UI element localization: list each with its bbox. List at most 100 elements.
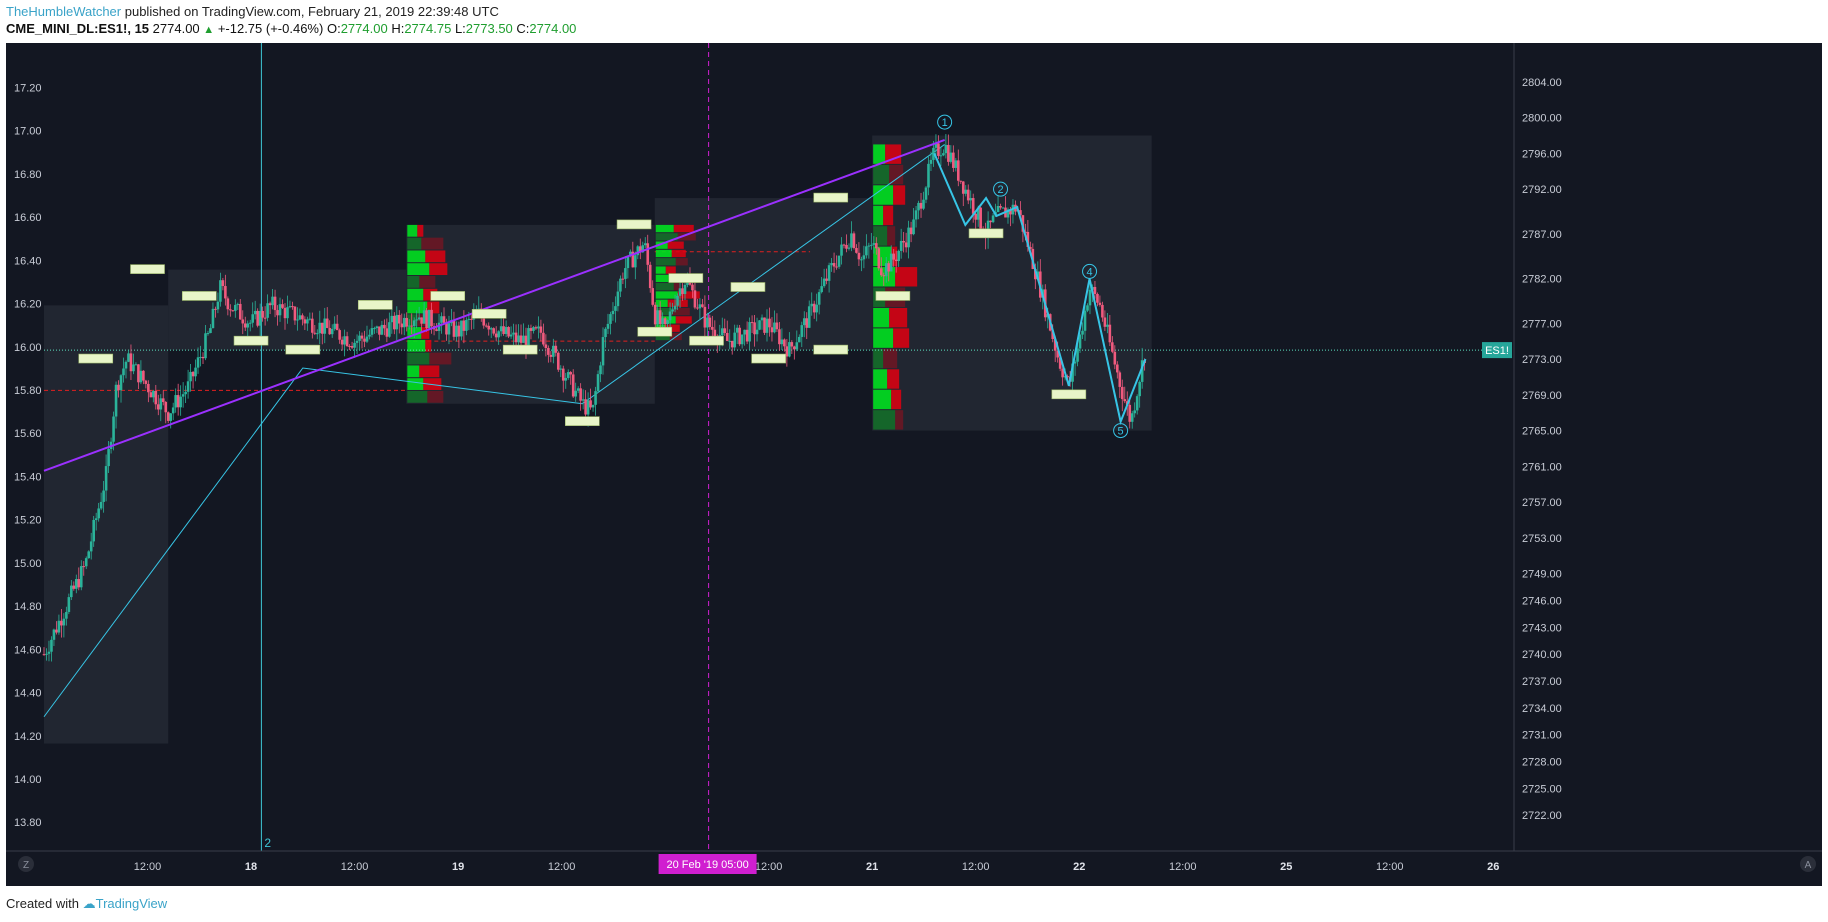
candle-body (77, 579, 81, 588)
swing-label-box (668, 273, 704, 283)
high-value: 2774.75 (404, 21, 452, 36)
price-chart[interactable]: 2245117.2017.0016.8016.6016.4016.2016.00… (6, 43, 1822, 886)
candle-body (226, 298, 230, 310)
swing-label-box (285, 344, 321, 355)
candle-body (251, 314, 254, 323)
up-triangle-icon: ▲ (203, 24, 215, 36)
candle-body (455, 325, 458, 337)
candle-body (537, 326, 540, 329)
candle-body (696, 307, 699, 309)
left-axis-tick: 16.40 (14, 255, 42, 267)
candle-body (753, 322, 756, 335)
candle-body (942, 153, 945, 156)
candle-body (330, 328, 334, 335)
candle-body (442, 316, 446, 323)
candle-body (137, 364, 140, 383)
tradingview-brand[interactable]: TradingView (95, 896, 168, 911)
candle-body (663, 318, 667, 325)
candle-body (976, 207, 980, 220)
left-axis-tick: 16.00 (14, 342, 42, 354)
open-value: 2774.00 (340, 21, 388, 36)
profile-buy-bar (873, 348, 884, 369)
candle-body (1111, 342, 1114, 352)
candle-body (850, 233, 853, 248)
candle-body (706, 317, 709, 328)
left-axis-tick: 14.80 (14, 601, 42, 613)
author-link[interactable]: TheHumbleWatcher (6, 4, 122, 19)
candle-body (238, 303, 242, 320)
right-axis-tick: 2731.00 (1522, 730, 1562, 742)
candle-body (658, 310, 662, 325)
swing-label-box (689, 335, 724, 346)
candle-body (328, 327, 332, 335)
candle-body (626, 255, 630, 269)
swing-label-box (565, 416, 600, 426)
profile-sell-bar (675, 258, 688, 266)
candle-body (358, 335, 361, 341)
profile-sell-bar (889, 307, 908, 328)
candle-body (601, 337, 605, 366)
price-change: +-12.75 (+-0.46%) (217, 21, 324, 36)
candle-body (114, 384, 118, 417)
candle-body (939, 155, 943, 157)
candle-body (169, 413, 173, 421)
right-axis-tick: 2725.00 (1522, 783, 1562, 795)
candle-body (733, 332, 736, 348)
candle-body (566, 372, 570, 378)
candle-body (815, 304, 818, 313)
candle-body (390, 315, 394, 323)
candle-body (703, 306, 707, 328)
session-marker-tag (658, 854, 757, 874)
x-axis-tick: 12:00 (548, 861, 576, 873)
candle-body (589, 400, 592, 408)
footer-credit: Created with ☁TradingView (6, 896, 167, 912)
profile-sell-bar (889, 164, 904, 185)
profile-sell-bar (677, 233, 696, 241)
candle-body (445, 322, 448, 335)
candle-body (559, 368, 563, 370)
zoom-left-button[interactable] (18, 856, 34, 872)
candle-body (643, 243, 647, 246)
swing-label-box (130, 264, 165, 274)
candle-body (564, 377, 568, 381)
candle-body (964, 189, 968, 194)
candle-body (1071, 363, 1074, 382)
auto-scale-label: A (1805, 860, 1812, 871)
candle-body (1073, 361, 1077, 364)
candle-body (397, 314, 401, 324)
candle-body (492, 328, 495, 334)
candle-body (877, 248, 881, 269)
candle-body (293, 306, 297, 321)
candle-body (569, 372, 573, 375)
candle-body (897, 250, 900, 262)
swing-label-box (502, 344, 538, 355)
candle-body (311, 318, 314, 333)
publish-header: TheHumbleWatcher published on TradingVie… (6, 4, 499, 20)
candle-body (161, 398, 165, 402)
candle-body (325, 318, 329, 328)
candle-body (243, 323, 247, 328)
candle-body (529, 328, 533, 331)
chart-panel[interactable]: 2 2 4 5 1 17.20 17.00 16.80 16.60 16.40 16.20 16.00… (6, 43, 1822, 886)
candle-body (1029, 246, 1032, 249)
candle-body (405, 317, 409, 327)
profile-buy-bar (873, 226, 888, 246)
candle-body (132, 364, 135, 372)
candle-body (253, 310, 257, 315)
candle-body (949, 152, 953, 162)
candle-body (435, 329, 438, 331)
candle-body (306, 319, 309, 324)
candle-body (266, 303, 269, 318)
left-axis-tick: 17.00 (14, 126, 42, 138)
auto-scale-button[interactable] (1800, 856, 1816, 872)
candle-body (276, 310, 279, 316)
candle-body (902, 240, 905, 243)
candle-body (894, 259, 898, 262)
candle-body (497, 331, 500, 338)
candle-body (348, 346, 351, 348)
candle-body (323, 318, 327, 334)
candle-body (186, 381, 190, 392)
candle-body (579, 388, 582, 401)
candle-body (581, 399, 585, 401)
candle-body (937, 143, 940, 156)
